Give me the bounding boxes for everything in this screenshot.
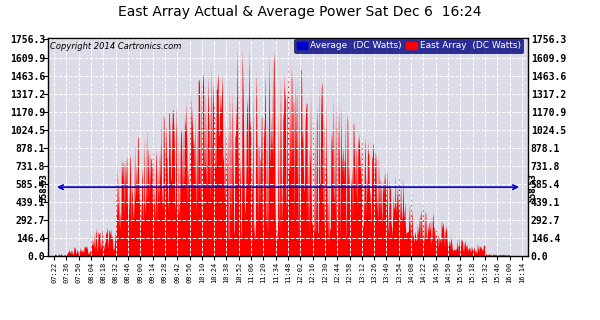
Text: 558.53: 558.53 [39,173,48,202]
Legend: Average  (DC Watts), East Array  (DC Watts): Average (DC Watts), East Array (DC Watts… [294,39,523,53]
Text: Copyright 2014 Cartronics.com: Copyright 2014 Cartronics.com [50,42,182,51]
Text: East Array Actual & Average Power Sat Dec 6  16:24: East Array Actual & Average Power Sat De… [118,5,482,19]
Text: 558.53: 558.53 [528,173,537,202]
